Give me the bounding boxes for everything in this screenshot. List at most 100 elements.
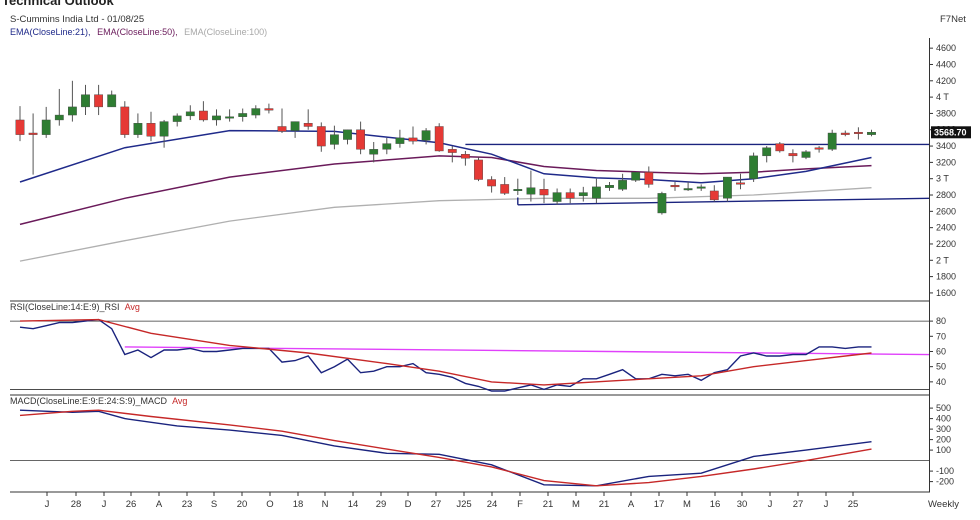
- candle-body: [356, 129, 365, 150]
- last-price-label: 3568.70: [934, 127, 967, 137]
- ema-legend: EMA(CloseLine:21), EMA(CloseLine:50), EM…: [10, 27, 267, 37]
- candle-body: [696, 186, 706, 189]
- x-tick-label: N: [322, 499, 329, 510]
- macd-y-tick-label: -100: [936, 466, 954, 476]
- candle-body: [605, 185, 614, 188]
- rsi-panel: 80 70 60 50 40: [10, 316, 946, 392]
- x-tick-label: 29: [376, 499, 387, 510]
- x-tick-label: 23: [182, 499, 193, 510]
- candle-body: [146, 123, 156, 137]
- rsi-y-tick-label: 80: [936, 316, 946, 326]
- x-tick-label: M: [572, 499, 580, 510]
- period-label: Weekly: [928, 499, 959, 510]
- rsi-y-tick-label: 40: [936, 377, 946, 387]
- x-tick-label: 16: [710, 499, 721, 510]
- candle-body: [709, 190, 719, 201]
- x-tick-label: 21: [599, 499, 610, 510]
- candle-body: [683, 188, 693, 191]
- candle-body: [133, 123, 143, 135]
- candle-body: [526, 187, 536, 195]
- x-tick-label: D: [405, 499, 412, 510]
- price-y-tick-label: 2800: [936, 190, 956, 200]
- candle-body: [251, 108, 261, 116]
- macd-y-tick-label: 200: [936, 435, 951, 445]
- candle-body: [487, 179, 496, 187]
- candle-body: [592, 186, 601, 199]
- candle-body: [264, 108, 274, 111]
- rsi-y-tick-label: 60: [936, 346, 946, 356]
- candle-body: [736, 182, 745, 185]
- x-tick-label: 30: [737, 499, 748, 510]
- brand-label: F7Net: [940, 14, 966, 25]
- x-tick-label: A: [156, 499, 163, 510]
- candle-body: [631, 171, 641, 181]
- candle-body: [107, 94, 117, 108]
- rsi-legend-label: RSI(CloseLine:14:E:9)_RSI: [10, 302, 120, 312]
- x-tick-label: 21: [543, 499, 554, 510]
- candle-body: [762, 147, 772, 157]
- macd-legend: MACD(CloseLine:E:9:E:24:S:9)_MACD Avg: [10, 396, 187, 406]
- price-y-tick-label: 4600: [936, 43, 956, 53]
- rsi-avg-line: [19, 318, 872, 386]
- price-y-tick-label: 3 T: [936, 174, 949, 184]
- x-tick-label: A: [628, 499, 635, 510]
- x-tick-label: 28: [71, 499, 82, 510]
- price-y-tick-label: 2600: [936, 206, 956, 216]
- candle-body: [303, 123, 313, 127]
- candle-body: [434, 126, 444, 152]
- candle-body: [408, 137, 418, 142]
- macd-signal-line: [19, 409, 872, 487]
- macd-legend-label: MACD(CloseLine:E:9:E:24:S:9)_MACD: [10, 396, 168, 406]
- macd-y-tick-label: -200: [936, 477, 954, 487]
- candle-body: [461, 154, 470, 159]
- candle-body: [723, 176, 732, 199]
- price-y-tick-label: 4400: [936, 59, 956, 69]
- price-y-tick-label: 4 T: [936, 92, 949, 102]
- candle-body: [94, 94, 104, 108]
- candle-body: [15, 119, 25, 135]
- price-y-tick-label: 2400: [936, 223, 956, 233]
- candle-body: [330, 134, 339, 145]
- candle-body: [41, 119, 51, 135]
- x-axis: J 28 J 26 A 23 S 20 O 18 N 14 29 D 27 J25 24 F 21 M 21 A 17 M 16…: [45, 492, 859, 510]
- x-tick-label: 14: [348, 499, 359, 510]
- price-y-tick-label: 4200: [936, 76, 956, 86]
- instrument-label: S-Cummins India Ltd - 01/08/25: [10, 14, 144, 25]
- rsi-legend: RSI(CloseLine:14:E:9)_RSI Avg: [10, 302, 140, 312]
- candle-body: [814, 147, 824, 150]
- candle-body: [225, 116, 234, 119]
- candle-body: [670, 185, 680, 188]
- x-tick-label: J: [824, 499, 829, 510]
- candle-body: [447, 149, 457, 153]
- x-tick-label: 24: [487, 499, 498, 510]
- candle-body: [775, 143, 785, 152]
- ema21-legend: EMA(CloseLine:21),: [10, 27, 91, 37]
- rsi-line: [19, 318, 872, 392]
- price-y-tick-label: 3200: [936, 157, 956, 167]
- x-tick-label: 25: [848, 499, 859, 510]
- x-tick-label: 27: [431, 499, 442, 510]
- candle-body: [395, 137, 405, 144]
- candle-body: [172, 115, 182, 122]
- candle-body: [867, 131, 876, 135]
- clipped-title: Technical Outlook: [2, 0, 114, 8]
- candle-body: [54, 114, 64, 121]
- ema100-line: [19, 187, 872, 262]
- price-y-tick-label: 3400: [936, 141, 956, 151]
- macd-y-tick-label: 100: [936, 445, 951, 455]
- candle-body: [290, 121, 300, 131]
- macd-line: [19, 409, 872, 487]
- ema50-line: [19, 155, 872, 226]
- trend-line: [517, 197, 930, 206]
- x-tick-label: 27: [793, 499, 804, 510]
- x-tick-label: O: [266, 499, 273, 510]
- last-price-badge: [931, 126, 971, 139]
- candle-body: [552, 192, 562, 202]
- rsi-legend-avg: Avg: [125, 302, 140, 312]
- x-tick-label: 26: [126, 499, 137, 510]
- candle-body: [513, 189, 523, 192]
- candle-body: [120, 106, 130, 135]
